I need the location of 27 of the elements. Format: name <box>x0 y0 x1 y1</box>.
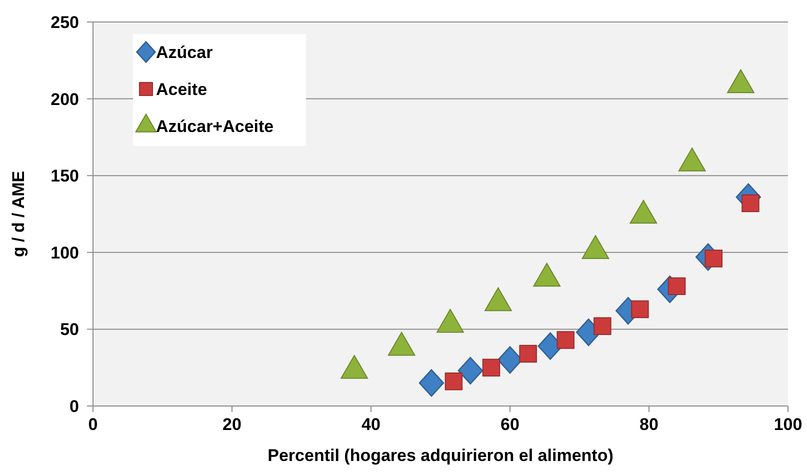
legend-label: Azúcar+Aceite <box>156 116 274 136</box>
point <box>458 356 483 384</box>
x-tick-label: 0 <box>88 415 98 434</box>
x-tick-label: 60 <box>500 415 520 434</box>
y-tick-label: 0 <box>70 396 79 416</box>
point <box>668 277 686 296</box>
x-axis-title: Percentil (hogares adquirieron el alimento) <box>268 446 614 465</box>
point <box>594 317 612 335</box>
point <box>556 331 574 349</box>
point <box>742 194 760 212</box>
y-axis-title: g / d / AME <box>9 170 28 258</box>
x-tick-label: 100 <box>774 415 802 434</box>
x-tick-label: 80 <box>640 415 658 434</box>
point <box>519 344 537 363</box>
y-tick-label: 100 <box>50 243 79 262</box>
y-tick-label: 250 <box>50 12 79 32</box>
point <box>631 300 649 318</box>
point <box>418 369 444 397</box>
legend-label: Azúcar <box>156 42 214 62</box>
y-tick-label: 50 <box>60 320 79 340</box>
point <box>482 358 500 376</box>
x-tick-label: 20 <box>222 415 242 434</box>
point <box>444 372 463 390</box>
legend-label: Aceite <box>156 80 208 99</box>
y-tick-label: 200 <box>50 90 79 109</box>
y-tick-label: 150 <box>50 166 79 186</box>
x-tick-label: 40 <box>362 415 380 434</box>
